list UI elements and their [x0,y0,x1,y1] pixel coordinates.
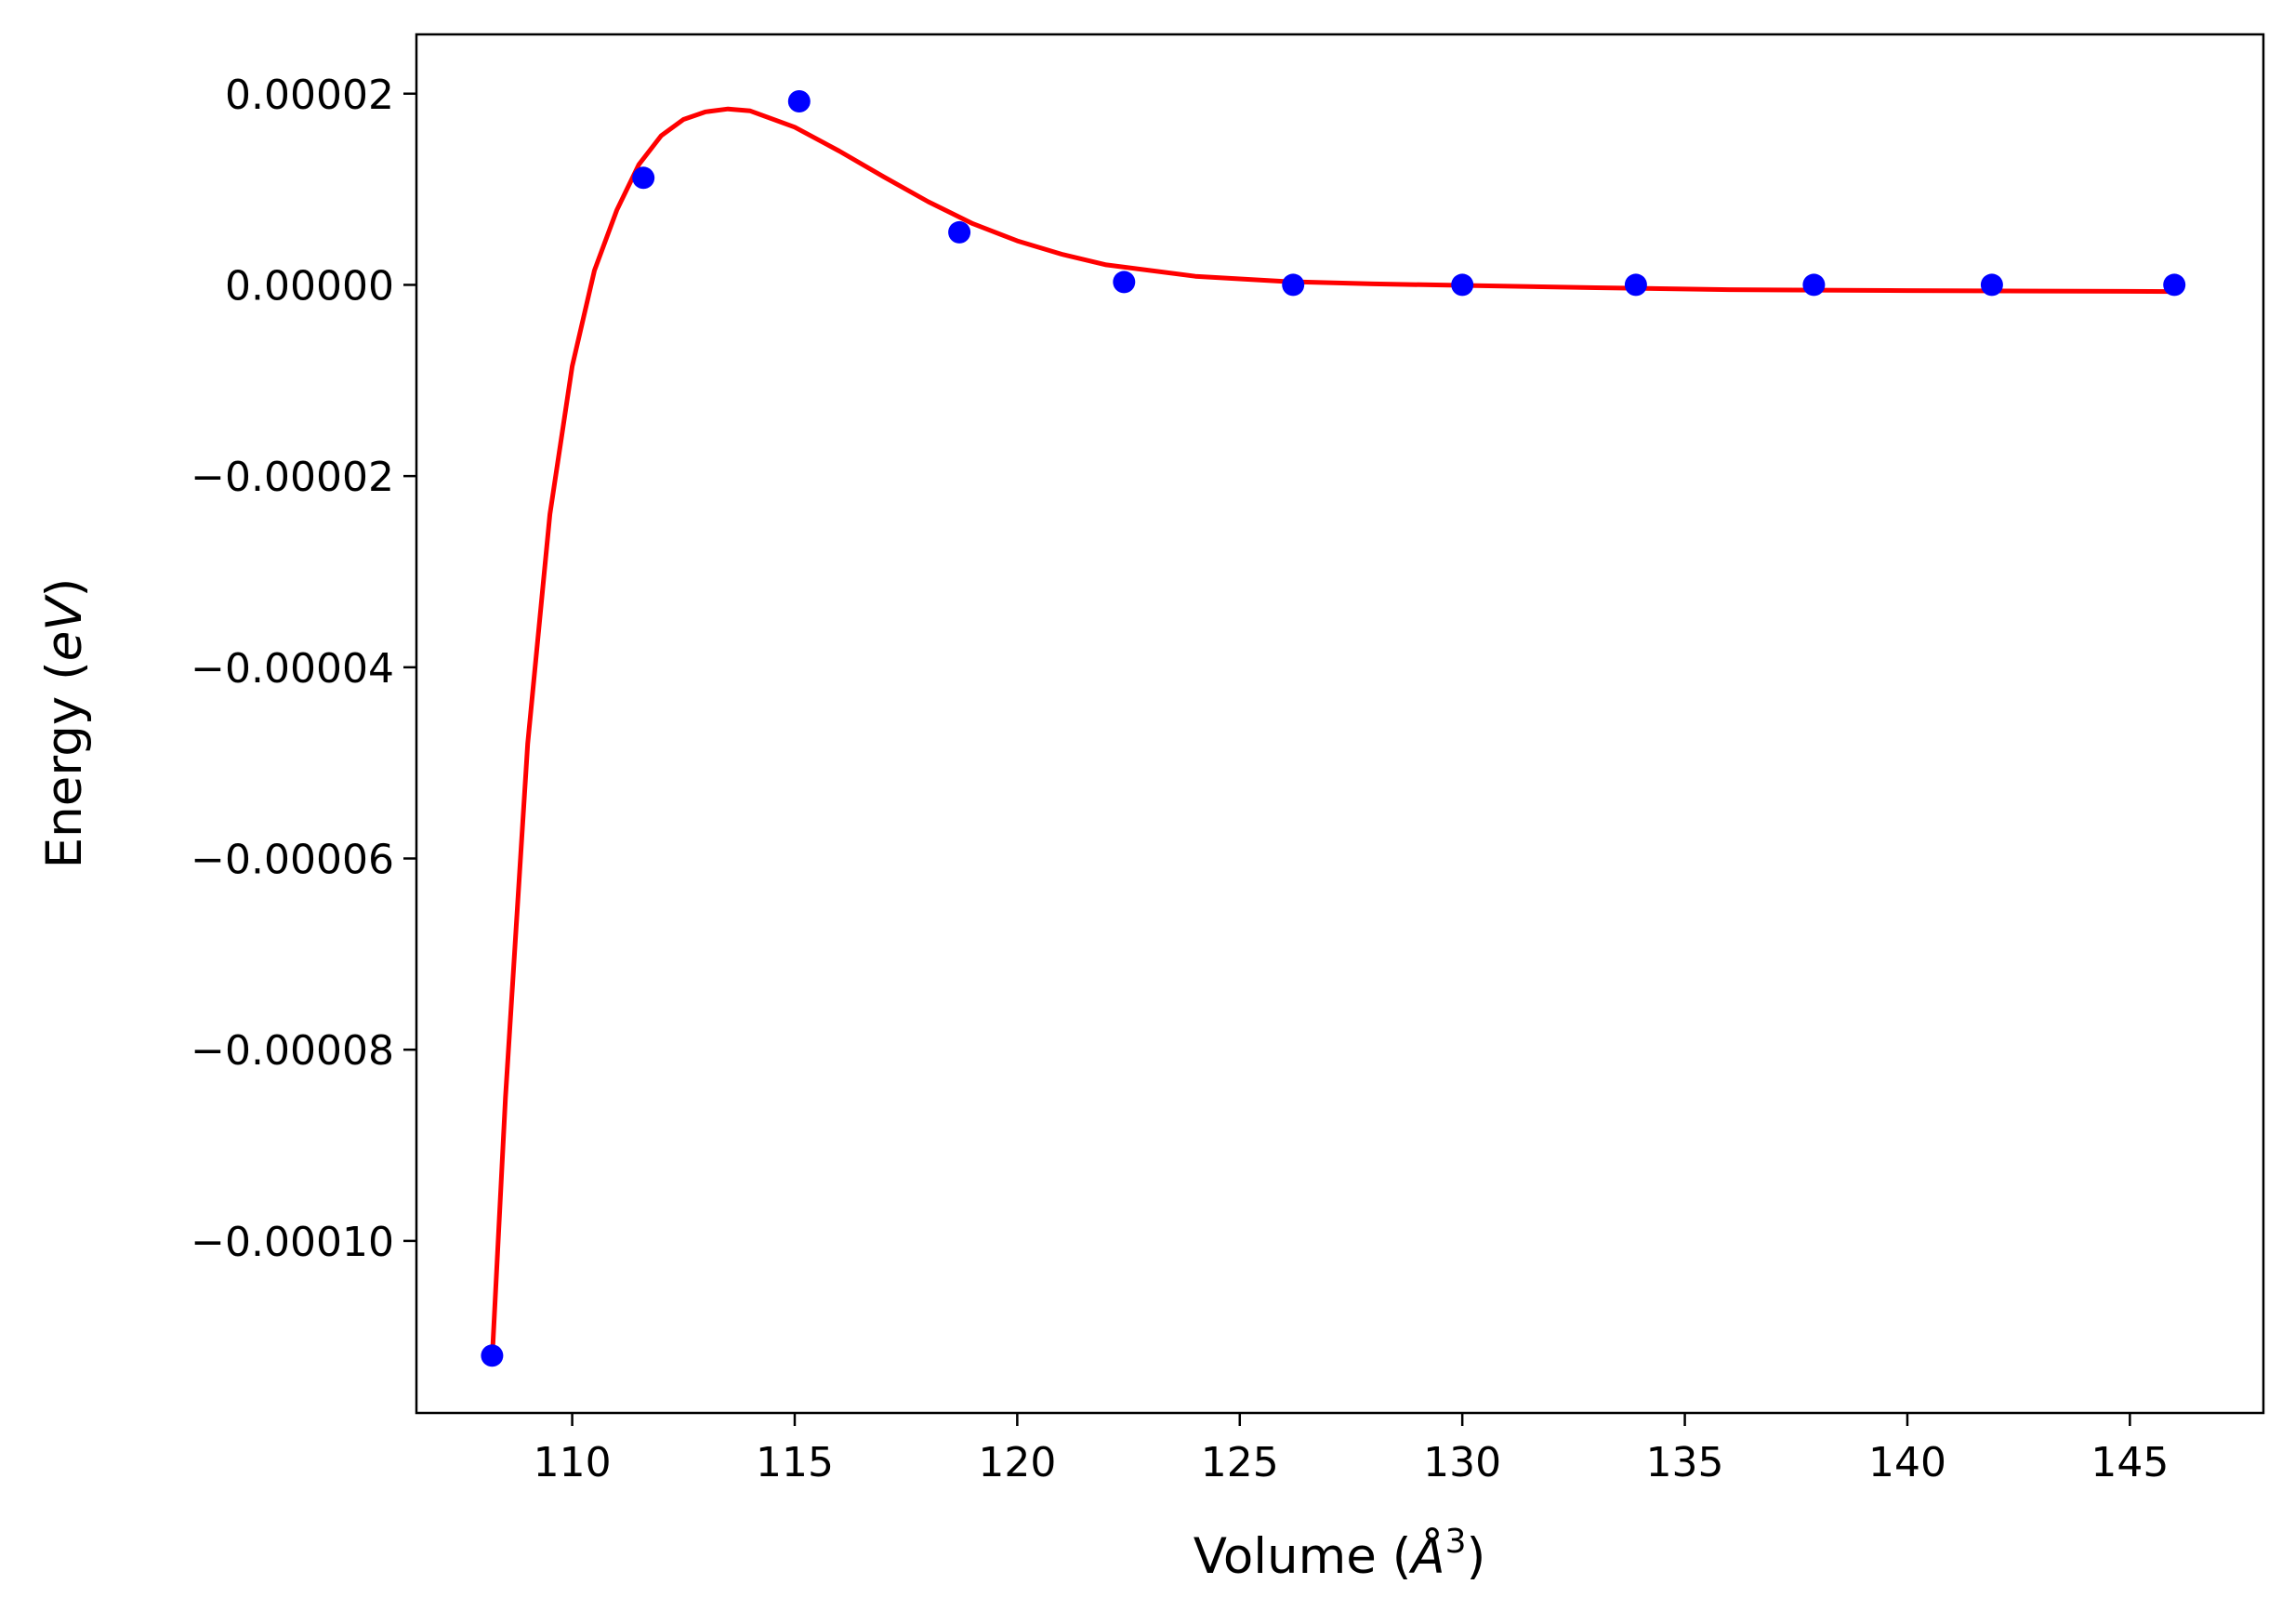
data-point [1624,273,1647,297]
y-tick-label: −0.00006 [191,837,394,884]
data-point [481,1344,504,1367]
y-tick-label: −0.00002 [191,454,394,501]
y-axis-label-suffix: ) [36,578,93,598]
y-axis-label: Energy (eV) [36,578,93,869]
x-axis-label: Volume (Å3) [1194,1523,1486,1585]
x-tick-label: 145 [2091,1439,2169,1486]
data-point [1980,273,2003,297]
data-point [1282,273,1305,297]
data-point [1802,273,1826,297]
x-tick-label: 110 [534,1439,612,1486]
x-axis-label-symbol: Å [1408,1525,1444,1585]
y-axis-label-prefix: Energy ( [36,661,93,868]
x-axis-ticks: 110 115 120 125 130 135 140 145 [534,1413,2169,1486]
data-point [1113,271,1136,294]
y-tick-label: 0.00000 [225,262,394,310]
data-point [948,220,971,244]
x-tick-label: 115 [756,1439,834,1486]
y-tick-label: −0.00004 [191,645,394,693]
plot-area-frame [415,33,2265,1415]
data-point [2163,273,2186,297]
data-point [632,166,655,190]
x-tick-label: 135 [1646,1439,1724,1486]
x-tick-label: 130 [1423,1439,1501,1486]
x-tick-label: 140 [1868,1439,1946,1486]
x-tick-label: 120 [978,1439,1056,1486]
data-point [1451,273,1474,297]
data-point [787,90,811,112]
y-axis-label-unit: eV [36,594,93,662]
y-tick-label: −0.00010 [191,1219,394,1266]
fit-curve [489,106,2177,1363]
x-axis-label-suffix: ) [1467,1528,1486,1585]
data-points [481,90,2186,1367]
y-tick-label: 0.00002 [225,72,394,119]
x-axis-label-prefix: Volume ( [1194,1528,1412,1585]
x-axis-label-superscript: 3 [1445,1523,1467,1561]
y-tick-label: −0.00008 [191,1027,394,1075]
x-tick-label: 125 [1201,1439,1279,1486]
y-axis-ticks: 0.00002 0.00000 −0.00002 −0.00004 −0.00006 −0… [191,72,416,1266]
